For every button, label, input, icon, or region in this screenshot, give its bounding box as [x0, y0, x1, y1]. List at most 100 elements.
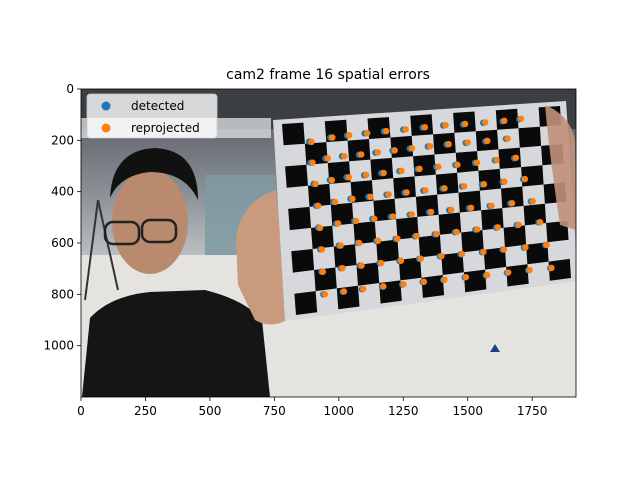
y-axis-ticks: 0 200 400 600 800 1000 [43, 82, 81, 353]
reprojected-point [402, 126, 409, 133]
reprojected-point [340, 288, 348, 295]
checker-square [483, 247, 507, 270]
reprojected-point [526, 266, 533, 274]
reprojected-point [488, 202, 495, 209]
reprojected-point [480, 181, 488, 188]
reprojected-point [345, 132, 353, 139]
checker-square [282, 122, 305, 146]
reprojected-point [400, 281, 407, 288]
reprojected-point [464, 139, 471, 146]
reprojected-point [334, 220, 342, 227]
reprojected-point [543, 241, 550, 248]
checker-square [353, 221, 377, 245]
reprojected-point [435, 163, 442, 170]
reprojected-point [460, 183, 468, 190]
checker-square [376, 239, 399, 263]
reprojected-point [380, 169, 387, 177]
x-tick-label: 0 [77, 404, 85, 418]
reprojected-point [445, 140, 452, 148]
reprojected-point [536, 219, 544, 226]
reprojected-point [548, 264, 555, 272]
reprojected-point [403, 189, 410, 196]
reprojected-point [339, 264, 346, 272]
legend-marker-reprojected [101, 123, 111, 133]
reprojected-point [504, 135, 511, 142]
reprojected-point [374, 237, 382, 244]
checker-square [506, 264, 529, 287]
checker-square [370, 157, 394, 181]
reprojected-point [467, 204, 475, 212]
x-tick-label: 1250 [388, 404, 419, 418]
floor-marker [490, 344, 500, 352]
person-arm [236, 190, 290, 325]
reprojected-point [462, 273, 470, 281]
reprojected-point [371, 215, 378, 223]
reprojected-point [484, 137, 491, 145]
reprojected-point [312, 180, 319, 188]
reprojected-point [458, 250, 466, 258]
checker-square [461, 230, 484, 253]
checker-square [458, 190, 482, 213]
reprojected-point [391, 147, 398, 154]
checker-square [330, 202, 354, 226]
reprojected-point [324, 155, 331, 162]
legend-box [86, 93, 218, 139]
checker-square [333, 244, 357, 268]
reprojected-point [321, 290, 329, 298]
reprojected-point [383, 127, 390, 135]
reprojected-point [316, 224, 324, 232]
reprojected-point [501, 178, 508, 185]
reprojected-point [474, 226, 481, 233]
reprojected-point [453, 228, 460, 236]
reprojected-point [385, 191, 392, 198]
y-tick-label: 200 [51, 133, 74, 147]
x-tick-label: 250 [134, 404, 157, 418]
reprojected-point [421, 124, 429, 131]
person-face [112, 170, 188, 274]
reprojected-point [517, 115, 525, 122]
checker-square [521, 165, 544, 187]
reprojected-point [355, 239, 363, 247]
glasses-left [103, 220, 141, 246]
background-photo [81, 89, 576, 397]
checker-square [311, 225, 334, 249]
checkerboard-squares [282, 106, 571, 315]
x-tick-label: 1500 [452, 404, 483, 418]
reprojected-point [500, 246, 508, 253]
reprojected-point [482, 119, 489, 126]
reprojected-point [329, 134, 336, 141]
reprojected-point [417, 255, 424, 262]
person-shirt [82, 290, 270, 397]
reprojected-point [442, 121, 449, 129]
checker-square [463, 269, 487, 293]
checker-square [285, 164, 308, 188]
checker-square [393, 176, 416, 199]
checker-square [546, 220, 569, 243]
checker-square [294, 291, 318, 315]
checker-square [518, 126, 542, 148]
legend-label-reprojected: reprojected [131, 121, 200, 135]
reprojected-point [363, 129, 371, 137]
y-tick-label: 800 [51, 287, 74, 301]
tripod-leg [84, 199, 99, 301]
checker-square [441, 252, 464, 275]
reprojected-point [441, 185, 448, 192]
reprojected-point [374, 149, 381, 156]
reprojected-point [389, 213, 397, 220]
checker-square [336, 285, 360, 310]
reprojected-point [512, 154, 520, 161]
reprojected-point [416, 165, 423, 173]
reprojected-point [358, 262, 365, 269]
checker-square [495, 108, 519, 130]
reprojected-point [341, 153, 348, 160]
reprojected-point [501, 117, 508, 125]
reprojected-point [408, 145, 416, 152]
reprojected-point [461, 120, 469, 128]
reprojected-point [319, 268, 327, 275]
checker-square [455, 151, 479, 173]
reprojected-point [473, 159, 481, 166]
reprojected-point [397, 257, 405, 264]
chart-title: cam2 frame 16 spatial errors [226, 67, 430, 83]
reprojected-point [422, 187, 429, 194]
